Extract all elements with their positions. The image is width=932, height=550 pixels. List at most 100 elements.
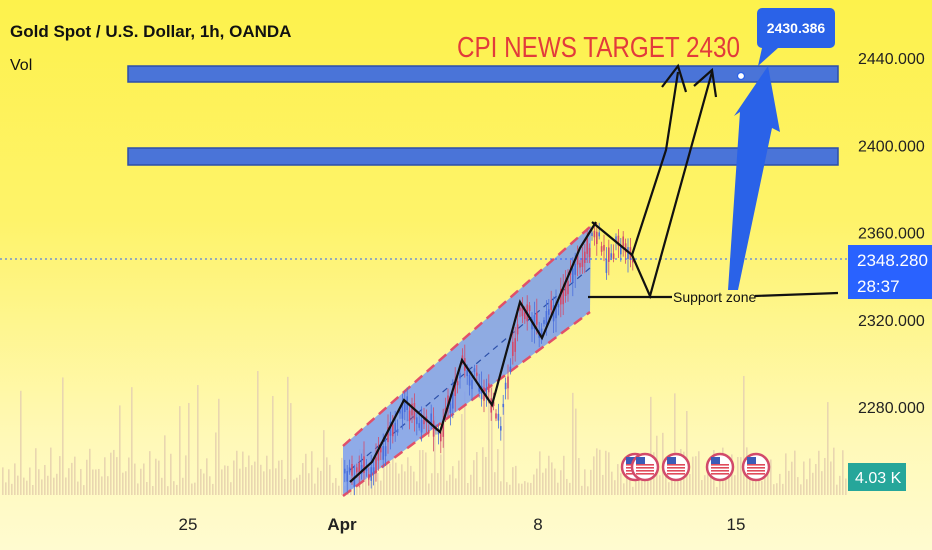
volume-bar [641, 477, 643, 495]
volume-bar [191, 483, 193, 495]
volume-bar [89, 448, 91, 495]
projection-arrowhead-2 [693, 67, 718, 98]
volume-bar [197, 385, 199, 495]
candle-body [408, 410, 411, 422]
volume-bar [620, 473, 622, 495]
volume-bar [518, 483, 520, 495]
volume-bar [146, 481, 148, 495]
last-price-tag [848, 245, 932, 299]
rising-channel[interactable] [343, 226, 591, 496]
volume-bar [167, 486, 169, 495]
candle-body [468, 375, 471, 386]
candle-body [507, 376, 509, 389]
candle-body [459, 372, 461, 379]
candle-body [437, 429, 440, 435]
volume-bar [764, 475, 766, 495]
volume-bar [227, 465, 229, 495]
volume-bar [17, 475, 19, 495]
volume-bar [77, 481, 79, 495]
volume-bar [383, 462, 385, 495]
candle-body [411, 403, 413, 416]
volume-bar [524, 481, 526, 495]
volume-bar [584, 469, 586, 495]
volume-bar [14, 463, 16, 495]
candle-body [555, 301, 557, 319]
candle-body [528, 305, 531, 311]
us-flag-event-icon[interactable] [741, 452, 771, 482]
volume-bar [368, 478, 370, 495]
candle-body [413, 403, 416, 420]
candle-body [620, 245, 622, 255]
volume-bar [560, 470, 562, 495]
volume-bar [62, 377, 64, 495]
volume-bar [806, 479, 808, 495]
volume-bar [734, 475, 736, 495]
price-axis[interactable]: 2440.000 2400.000 2360.000 2320.000 2280.000 [858, 51, 925, 417]
volume-bar [101, 476, 103, 495]
candle-body [356, 467, 358, 473]
volume-bar [44, 464, 46, 495]
volume-bar [785, 453, 787, 495]
candle-body [509, 366, 512, 372]
volume-bar [473, 460, 475, 495]
target-arrow[interactable] [728, 66, 780, 290]
volume-bar [725, 478, 727, 495]
volume-bar [767, 473, 769, 495]
candle-body [615, 236, 617, 243]
volume-bar [50, 447, 52, 495]
volume-bar [572, 392, 574, 495]
volume-bar [2, 467, 4, 495]
volume-bar [698, 451, 700, 495]
resistance-zone-lower[interactable] [127, 147, 839, 166]
candle-body [536, 312, 538, 325]
candle-body [497, 413, 500, 421]
us-flag-event-icon[interactable] [630, 452, 660, 482]
volume-bar [707, 473, 709, 495]
volume-bar [254, 461, 256, 495]
candle-body [440, 432, 442, 442]
volume-bar [701, 479, 703, 495]
volume-bar [299, 474, 301, 495]
candle-body [404, 400, 406, 413]
candle-body [521, 304, 524, 317]
volume-bar [629, 466, 631, 495]
volume-bar [614, 480, 616, 495]
candle-body [351, 463, 353, 476]
volume-bar [464, 391, 466, 495]
volume-bar [230, 482, 232, 495]
candle-body [392, 424, 394, 437]
volume-bar [485, 456, 487, 495]
volume-bar [659, 475, 661, 495]
volume-bar [512, 467, 514, 495]
time-axis[interactable]: 25 Apr 8 15 [179, 515, 746, 534]
volume-indicator-label[interactable]: Vol [10, 57, 33, 74]
volume-bar [5, 482, 7, 495]
volume-bar [596, 448, 598, 495]
volume-bar [386, 458, 388, 495]
candle-body [533, 315, 536, 329]
us-flag-event-icon[interactable] [705, 452, 735, 482]
volume-bar [842, 450, 844, 495]
support-zone-label: Support zone [673, 289, 756, 305]
volume-bar [311, 451, 313, 495]
last-price-value: 2348.280 [857, 251, 928, 270]
event-markers[interactable] [620, 452, 771, 482]
candle-body [380, 447, 382, 453]
volume-bar [65, 477, 67, 495]
x-tick-label: 25 [179, 515, 198, 534]
us-flag-event-icon[interactable] [661, 452, 691, 482]
volume-bar [836, 484, 838, 495]
volume-bar [236, 450, 238, 495]
resistance-zone-upper[interactable] [127, 65, 839, 83]
volume-bar [47, 475, 49, 495]
candle-body [454, 379, 456, 397]
volume-bar [257, 371, 259, 495]
volume-bar [41, 479, 43, 495]
candle-body [512, 341, 514, 356]
target-callout-box[interactable] [757, 8, 835, 48]
symbol-title[interactable]: Gold Spot / U.S. Dollar, 1h, OANDA [10, 22, 292, 41]
volume-bar [602, 474, 604, 495]
volume-bar [581, 485, 583, 495]
volume-bar [494, 472, 496, 495]
